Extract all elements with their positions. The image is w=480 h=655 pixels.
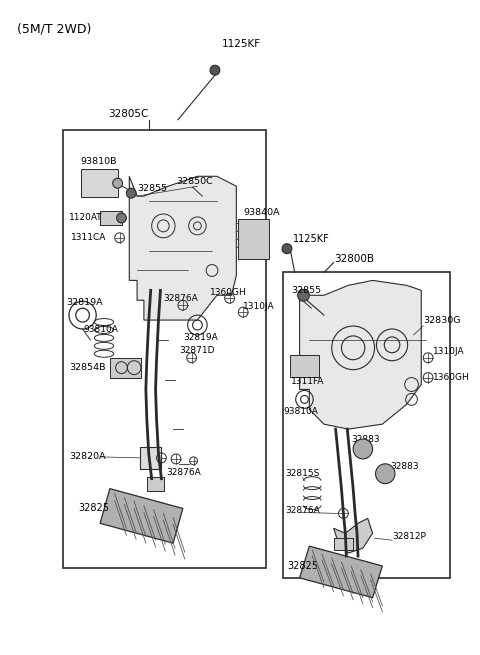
Circle shape (210, 66, 220, 75)
Text: 1125KF: 1125KF (222, 39, 261, 49)
Circle shape (353, 439, 372, 459)
Text: 93810B: 93810B (81, 157, 117, 166)
Text: 32815S: 32815S (285, 469, 319, 478)
Circle shape (113, 178, 122, 188)
Text: 32855: 32855 (137, 183, 167, 193)
Polygon shape (100, 489, 183, 543)
Text: 32819A: 32819A (66, 298, 103, 307)
Text: 32805C: 32805C (108, 109, 148, 119)
Polygon shape (334, 518, 372, 553)
Bar (81, 170, 118, 197)
Text: 1360GH: 1360GH (210, 288, 247, 297)
Polygon shape (300, 280, 421, 429)
Bar (140, 447, 161, 469)
Text: 1120AT: 1120AT (69, 214, 103, 223)
Circle shape (282, 244, 292, 253)
Circle shape (126, 188, 136, 198)
Text: 32825: 32825 (287, 561, 318, 571)
Bar (100, 211, 121, 225)
Polygon shape (129, 176, 236, 320)
Text: 1311FA: 1311FA (291, 377, 324, 386)
Bar (290, 355, 319, 377)
Text: 32876A: 32876A (163, 293, 198, 303)
Text: 32800B: 32800B (334, 253, 373, 263)
Bar (334, 538, 353, 550)
Text: 1311CA: 1311CA (71, 233, 106, 242)
Text: 32883: 32883 (390, 462, 419, 472)
Text: 32825: 32825 (79, 504, 110, 514)
Text: 32830G: 32830G (423, 316, 461, 325)
Text: 32876A: 32876A (285, 506, 320, 515)
Text: 93840A: 93840A (243, 208, 280, 217)
Bar (283, 272, 450, 578)
Text: 32819A: 32819A (183, 333, 217, 343)
Text: (5M/T 2WD): (5M/T 2WD) (17, 23, 92, 35)
Text: 1125KF: 1125KF (293, 234, 330, 244)
Text: 32812P: 32812P (392, 532, 426, 541)
Text: 1310JA: 1310JA (243, 302, 275, 310)
Text: 1360GH: 1360GH (433, 373, 470, 382)
Bar (110, 358, 141, 377)
Polygon shape (300, 546, 383, 598)
Text: 32855: 32855 (291, 286, 321, 295)
Text: 32850C: 32850C (176, 177, 213, 186)
Text: 93810A: 93810A (283, 407, 318, 416)
Text: 1310JA: 1310JA (433, 347, 465, 356)
Text: 32820A: 32820A (69, 453, 106, 461)
Text: 32883: 32883 (351, 434, 380, 443)
Text: 32871D: 32871D (179, 346, 215, 355)
Text: 93810A: 93810A (84, 326, 119, 335)
Bar (238, 219, 269, 259)
Bar (63, 130, 265, 568)
Circle shape (298, 290, 309, 301)
Text: 32854B: 32854B (69, 363, 106, 372)
Text: 32876A: 32876A (166, 468, 201, 477)
Circle shape (375, 464, 395, 483)
Bar (147, 477, 164, 491)
Circle shape (117, 213, 126, 223)
